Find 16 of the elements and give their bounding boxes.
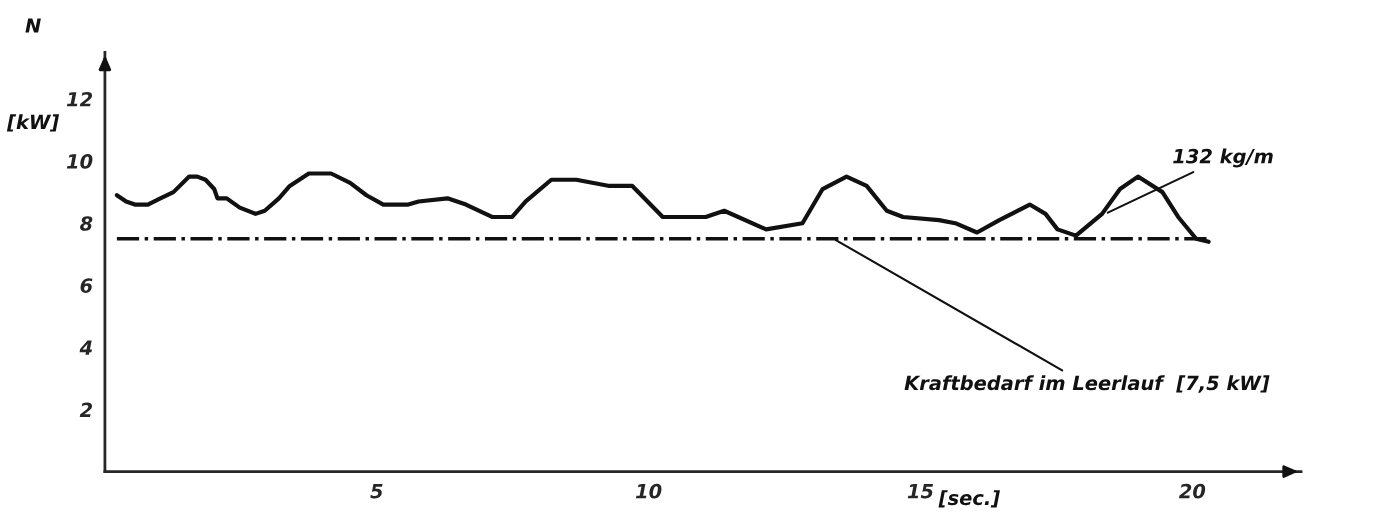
y-tick-label: 2 <box>79 402 93 417</box>
x-tick-label: 15 <box>907 484 933 499</box>
annotation: 132 kg/m <box>1173 148 1273 168</box>
y-tick-label: 4 <box>79 340 92 355</box>
y-axis-title: N <box>25 18 41 33</box>
line-series <box>114 171 1211 244</box>
x-tick-label: 20 <box>1178 483 1206 499</box>
text: [kW] <box>6 114 60 132</box>
ref-line-label: Kraftbedarf im Leerlauf [7,5 kW] <box>904 375 1270 393</box>
x-tick-label: 10 <box>635 483 662 499</box>
y-tick-label: 12 <box>66 91 93 107</box>
y-tick-label: 6 <box>80 278 93 293</box>
y-tick-label: 8 <box>80 216 93 231</box>
x-axis-title: [sec.] <box>938 490 1000 508</box>
y-tick-label: 10 <box>66 154 93 169</box>
x-tick-label: 5 <box>370 484 383 499</box>
